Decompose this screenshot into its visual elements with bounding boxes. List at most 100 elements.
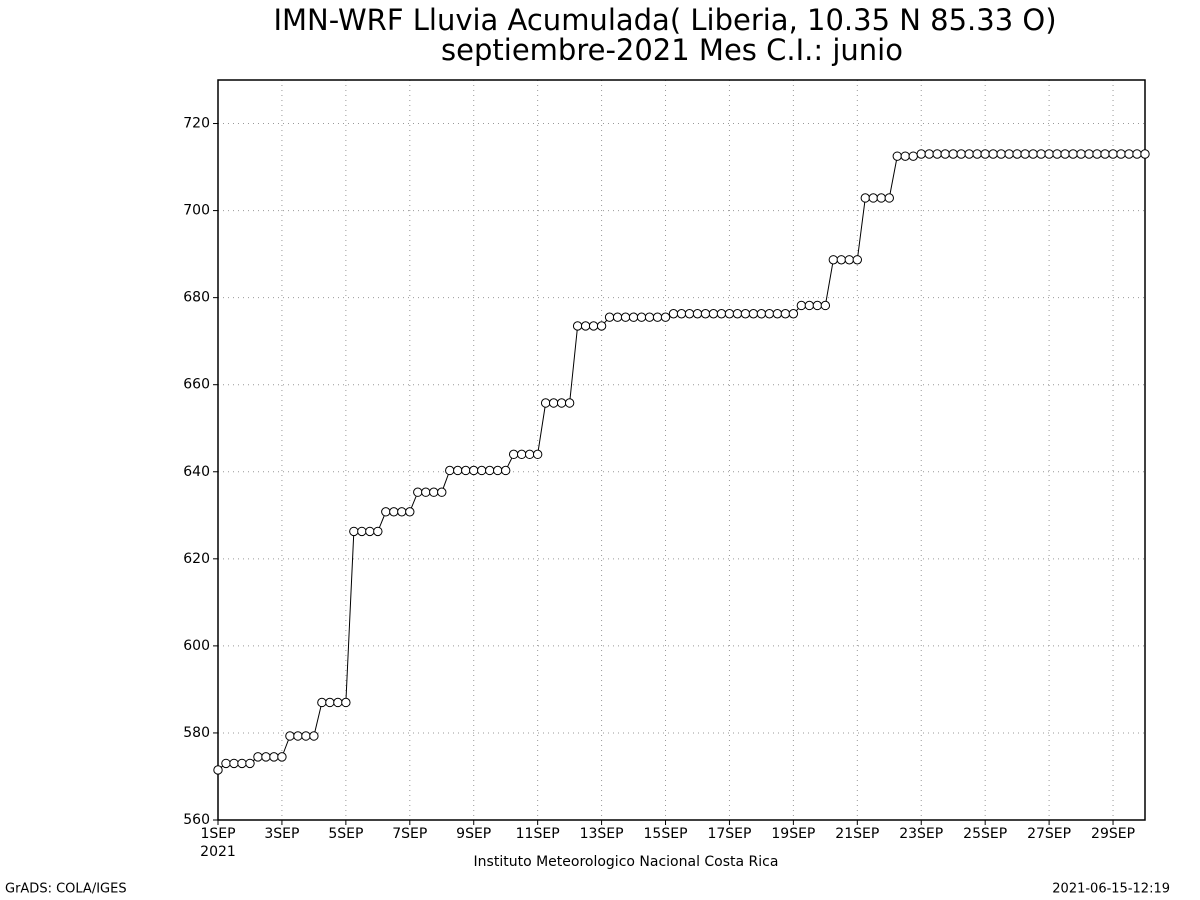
data-point	[764, 309, 775, 319]
data-point	[660, 312, 671, 322]
data-point	[500, 465, 511, 476]
data-point	[317, 697, 327, 708]
data-point	[668, 309, 679, 319]
data-point	[461, 465, 471, 476]
data-point	[988, 149, 998, 159]
plot-frame	[217, 79, 1146, 821]
data-point	[421, 487, 431, 497]
data-point	[237, 758, 247, 769]
x-tick-label: 7SEP	[392, 826, 427, 842]
data-point	[836, 255, 847, 265]
x-tick-label: 23SEP	[899, 826, 943, 842]
x-tick-label: 25SEP	[963, 826, 1007, 842]
data-point	[628, 312, 639, 322]
data-point	[860, 193, 871, 203]
data-point	[1140, 149, 1150, 159]
data-point	[453, 465, 463, 476]
data-point	[261, 752, 271, 762]
data-point	[780, 309, 791, 319]
data-point	[1068, 149, 1078, 159]
data-point	[1044, 149, 1054, 159]
data-point	[540, 398, 551, 408]
data-point	[341, 697, 351, 708]
data-point	[1060, 149, 1070, 159]
data-point	[700, 309, 711, 319]
data-point	[932, 149, 942, 159]
data-point	[397, 507, 407, 517]
data-point	[676, 309, 687, 319]
data-point	[1124, 149, 1134, 159]
data-point	[940, 149, 950, 159]
data-point	[469, 465, 479, 476]
data-point	[445, 465, 455, 476]
data-point	[1020, 149, 1030, 159]
data-point	[788, 309, 799, 319]
data-point	[596, 321, 607, 331]
data-point	[956, 149, 966, 159]
data-point	[996, 149, 1006, 159]
data-point	[652, 312, 663, 322]
data-point	[373, 526, 383, 537]
data-point	[868, 193, 878, 203]
data-point	[508, 449, 519, 460]
data-point	[740, 309, 751, 319]
y-tick-label: 680	[183, 290, 210, 306]
x-year-label: 2021	[200, 844, 236, 860]
data-point	[828, 255, 839, 265]
data-point	[804, 300, 815, 311]
data-point	[325, 697, 335, 708]
data-point	[301, 731, 311, 741]
data-point	[357, 526, 367, 537]
data-point	[876, 193, 886, 203]
data-point	[756, 309, 767, 319]
data-point	[485, 465, 495, 476]
data-point	[612, 312, 623, 322]
data-point	[333, 697, 343, 708]
data-point	[1028, 149, 1038, 159]
data-point	[980, 149, 990, 159]
data-point	[389, 507, 399, 517]
data-point	[844, 255, 855, 265]
data-point	[1108, 149, 1118, 159]
data-point	[908, 151, 918, 161]
credit: GrADS: COLA/IGES	[5, 882, 127, 897]
data-point	[900, 151, 910, 161]
y-tick-label: 620	[183, 551, 210, 567]
data-point	[1132, 149, 1142, 159]
y-tick-label: 560	[183, 812, 210, 828]
data-point	[229, 758, 239, 769]
data-point	[692, 309, 703, 319]
data-point	[532, 449, 543, 460]
timestamp: 2021-06-15-12:19	[1052, 882, 1170, 897]
x-tick-label: 29SEP	[1091, 826, 1135, 842]
data-point	[1100, 149, 1110, 159]
x-tick-label: 17SEP	[707, 826, 751, 842]
data-point	[884, 193, 894, 203]
x-tick-label: 3SEP	[264, 826, 299, 842]
data-point	[852, 255, 863, 265]
data-point	[1012, 149, 1022, 159]
y-tick-label: 600	[183, 638, 210, 654]
data-point	[437, 487, 447, 497]
x-tick-label: 1SEP	[200, 826, 235, 842]
chart-subtitle: septiembre-2021 Mes C.I.: junio	[441, 33, 903, 67]
data-point	[572, 321, 583, 331]
y-tick-label: 660	[183, 377, 210, 393]
data-point	[1004, 149, 1014, 159]
data-point	[588, 321, 599, 331]
data-point	[748, 309, 759, 319]
data-point	[213, 765, 223, 775]
data-point	[620, 312, 631, 322]
data-point	[309, 731, 319, 741]
data-point	[516, 449, 527, 460]
data-point	[413, 487, 423, 497]
data-point	[732, 309, 743, 319]
data-point	[564, 398, 575, 408]
x-tick-label: 13SEP	[580, 826, 624, 842]
data-point	[972, 149, 982, 159]
data-point	[820, 300, 831, 311]
data-point	[429, 487, 439, 497]
data-point	[684, 309, 695, 319]
data-point	[1116, 149, 1126, 159]
